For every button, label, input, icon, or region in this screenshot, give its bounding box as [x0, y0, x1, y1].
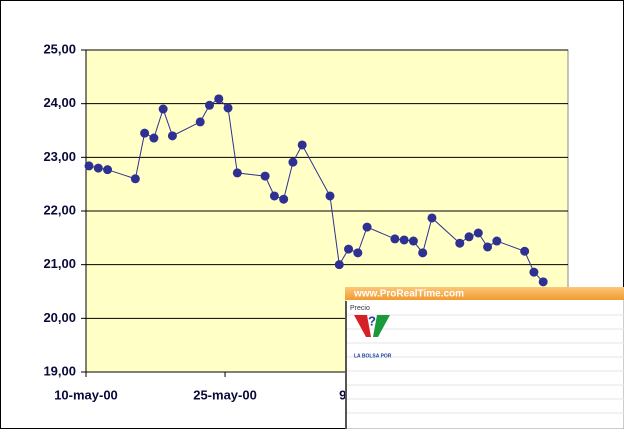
point	[520, 246, 530, 256]
point	[149, 133, 159, 143]
point	[353, 248, 363, 258]
logo: ?	[354, 313, 390, 337]
window-body	[345, 287, 624, 429]
point	[214, 94, 224, 104]
point	[288, 157, 298, 167]
point	[473, 228, 483, 238]
point	[325, 191, 335, 201]
point	[158, 104, 168, 114]
point	[297, 140, 307, 150]
point	[279, 194, 289, 204]
point	[223, 103, 233, 113]
y-tick-label: 19,00	[43, 363, 76, 378]
panel-label: Precio	[350, 305, 370, 312]
y-tick-label: 23,00	[43, 149, 76, 164]
x-tick-label: 10-may-00	[54, 387, 118, 402]
point	[334, 260, 344, 270]
point	[84, 161, 94, 171]
svg-text:?: ?	[368, 313, 376, 328]
y-tick-label: 21,00	[43, 256, 76, 271]
point	[103, 165, 113, 175]
point	[269, 191, 279, 201]
point	[464, 232, 474, 242]
window-title: www.ProRealTime.com	[353, 289, 464, 300]
point	[260, 171, 270, 181]
title-bar	[345, 287, 624, 300]
point	[529, 267, 539, 277]
point	[427, 213, 437, 223]
point	[399, 235, 409, 245]
point	[205, 100, 214, 110]
y-tick-label: 20,00	[43, 310, 76, 325]
point	[232, 168, 242, 178]
point	[390, 234, 400, 244]
point	[538, 277, 548, 287]
point	[455, 238, 465, 248]
point	[483, 242, 493, 252]
point	[418, 248, 428, 258]
y-tick-label: 22,00	[43, 202, 76, 217]
y-tick-label: 25,00	[43, 41, 76, 56]
point	[362, 222, 372, 232]
point	[167, 131, 177, 141]
y-tick-label: 24,00	[43, 95, 76, 110]
logo-text: LA BOLSA POR	[354, 353, 392, 359]
point	[344, 244, 354, 254]
point	[408, 236, 418, 246]
panel-lines	[347, 314, 624, 414]
x-tick-label: 25-may-00	[193, 387, 257, 402]
point	[130, 174, 140, 184]
overlay-window: www.ProRealTime.com Precio ? LA BOLSA PO…	[345, 287, 624, 429]
point	[140, 128, 150, 138]
point	[195, 117, 205, 127]
point	[492, 236, 502, 246]
point	[93, 163, 103, 173]
